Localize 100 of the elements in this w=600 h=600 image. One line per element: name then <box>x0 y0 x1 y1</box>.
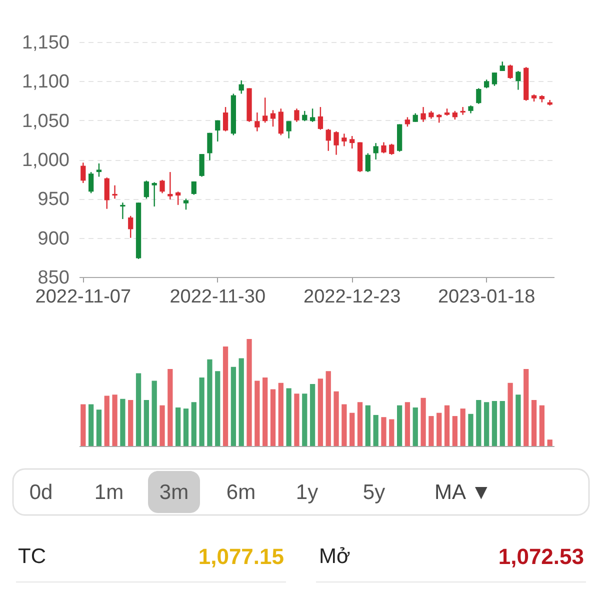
text: TC <box>18 545 46 568</box>
candlestick <box>96 162 102 178</box>
bar <box>199 378 204 446</box>
bar <box>254 380 260 446</box>
y-tick-label: 950 <box>38 189 70 210</box>
bar <box>516 394 521 446</box>
candlestick <box>183 198 189 210</box>
y-tick-label: 1,050 <box>22 110 70 132</box>
bar <box>428 416 434 446</box>
bar <box>404 402 410 446</box>
bar <box>396 405 402 446</box>
bar <box>436 412 442 446</box>
candlestick <box>215 120 220 142</box>
candlestick <box>389 143 394 156</box>
candlestick <box>381 142 386 154</box>
bar <box>365 405 370 446</box>
candlestick <box>318 106 324 130</box>
bar <box>286 388 292 446</box>
text: 6m <box>226 481 256 504</box>
text: 3m <box>159 481 189 504</box>
text: 0d <box>29 481 53 504</box>
bar <box>508 382 513 446</box>
bar <box>334 391 339 446</box>
text: MA ▼ <box>434 481 492 504</box>
bar <box>144 400 150 446</box>
candlestick <box>420 106 426 122</box>
bar <box>294 394 300 446</box>
bar <box>104 396 110 446</box>
bar <box>389 419 394 446</box>
x-tick-label: 2022-11-30 <box>170 286 266 308</box>
bar <box>168 368 173 446</box>
candlestick <box>310 108 316 122</box>
bar <box>412 407 418 446</box>
text: Mở <box>319 545 350 568</box>
candlestick <box>270 110 276 128</box>
candlestick <box>373 142 378 160</box>
bar <box>120 398 126 446</box>
candlestick <box>199 153 204 178</box>
text: 5y <box>362 481 386 504</box>
bar <box>357 402 363 446</box>
bar <box>262 378 268 446</box>
candlestick <box>222 106 228 132</box>
bar <box>207 359 212 446</box>
candlestick <box>104 176 110 210</box>
candlestick <box>176 191 181 206</box>
bar <box>230 366 236 446</box>
candlestick <box>460 106 466 116</box>
candlestick <box>404 116 410 128</box>
bar <box>191 402 196 446</box>
y-tick-label: 1,100 <box>22 72 70 93</box>
candlestick <box>254 112 260 132</box>
bar <box>381 417 386 446</box>
candlestick <box>168 171 173 200</box>
candlestick <box>334 130 339 156</box>
candlestick <box>508 64 513 80</box>
bar <box>112 394 118 446</box>
candlestick <box>160 179 165 194</box>
y-tick-label: 1,000 <box>22 150 70 171</box>
candlestick <box>207 132 212 161</box>
bar <box>278 382 284 446</box>
bar <box>492 401 498 446</box>
candlestick <box>516 70 521 90</box>
candlestick <box>88 171 94 194</box>
bar <box>500 401 505 446</box>
candlestick <box>365 152 370 173</box>
y-tick-label: 850 <box>38 268 70 288</box>
bar <box>326 371 331 446</box>
bar <box>302 394 308 446</box>
bar <box>96 410 102 446</box>
text: 1,077.15 <box>198 544 284 569</box>
text: 1,072.53 <box>498 544 584 569</box>
candlestick <box>112 184 118 200</box>
candlestick <box>492 72 498 86</box>
y-tick-label: 1,150 <box>22 32 70 54</box>
text: 1m <box>94 481 124 504</box>
candlestick <box>238 80 244 94</box>
bar <box>136 373 142 446</box>
bar <box>452 416 458 446</box>
candlestick <box>128 215 134 238</box>
candlestick <box>326 128 331 152</box>
bar <box>531 400 537 446</box>
bar <box>547 440 552 446</box>
bar <box>270 389 276 446</box>
bar <box>468 414 474 446</box>
bar <box>460 408 466 446</box>
candlestick <box>500 60 505 72</box>
bar <box>222 346 228 446</box>
candlestick <box>262 97 268 124</box>
bar <box>215 371 220 446</box>
candlestick <box>278 108 284 136</box>
bar <box>420 398 426 446</box>
bar <box>160 405 165 446</box>
bar <box>350 412 355 446</box>
bar <box>152 380 157 446</box>
candlestick <box>80 162 86 184</box>
bar <box>80 404 86 446</box>
bar <box>310 384 316 446</box>
bar <box>88 404 94 446</box>
bar <box>183 408 189 446</box>
bar <box>484 402 490 446</box>
